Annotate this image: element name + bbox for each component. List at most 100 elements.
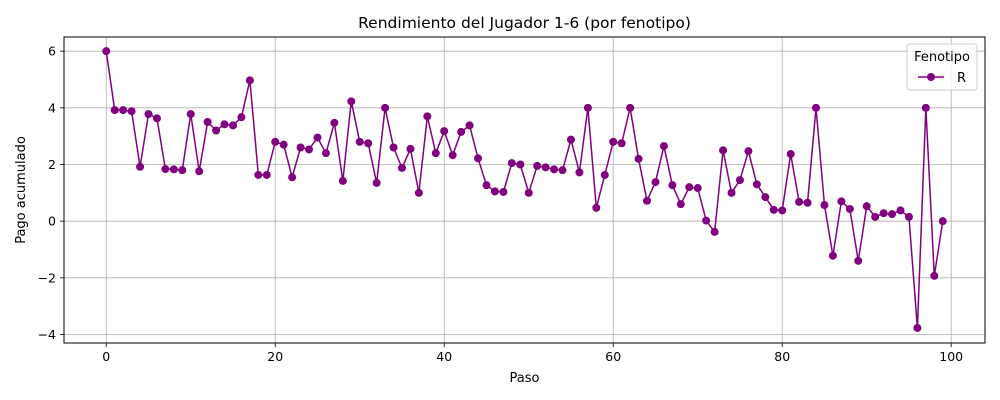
data-point [651, 178, 660, 187]
data-point [659, 142, 668, 151]
data-point [626, 103, 635, 112]
ticks: 0 20 40 60 80 100 −4 −2 0 2 4 6 [38, 44, 964, 364]
data-point [575, 168, 584, 177]
chart-title: Rendimiento del Jugador 1-6 (por fenotip… [358, 14, 691, 32]
data-point [879, 209, 888, 218]
x-tick-label: 100 [939, 349, 963, 364]
data-point [448, 151, 457, 160]
data-point [414, 188, 423, 197]
data-point [110, 106, 119, 115]
data-point [397, 163, 406, 172]
y-tick-label: −2 [38, 270, 56, 285]
data-point [702, 216, 711, 225]
data-point [566, 135, 575, 144]
data-point [592, 203, 601, 212]
data-point [837, 197, 846, 206]
data-point [820, 201, 829, 210]
x-tick-label: 60 [605, 349, 621, 364]
data-point [364, 139, 373, 148]
data-point [516, 160, 525, 169]
data-point [169, 165, 178, 174]
data-point [803, 198, 812, 207]
legend-series-marker [927, 73, 935, 81]
data-point [389, 143, 398, 152]
x-axis-label: Paso [510, 371, 540, 386]
x-tick-label: 40 [436, 349, 452, 364]
data-point [828, 251, 837, 260]
data-point [212, 126, 221, 135]
data-point [643, 196, 652, 205]
data-point [609, 137, 618, 146]
data-point [465, 121, 474, 130]
data-point [600, 170, 609, 179]
data-point [550, 165, 559, 174]
data-point [710, 227, 719, 236]
legend-box [906, 43, 978, 91]
data-point [871, 212, 880, 221]
data-point [457, 127, 466, 136]
data-point [288, 173, 297, 182]
data-point [338, 176, 347, 185]
data-point [786, 150, 795, 159]
data-point [440, 127, 449, 136]
data-point [769, 205, 778, 214]
data-point [161, 165, 170, 174]
data-point [617, 139, 626, 148]
y-tick-label: 6 [48, 44, 56, 59]
data-point [279, 140, 288, 149]
data-point [195, 167, 204, 176]
data-point [330, 118, 339, 127]
data-point [245, 76, 254, 85]
y-tick-label: 4 [48, 100, 56, 115]
legend: Fenotipo R [906, 43, 978, 91]
x-tick-label: 20 [267, 349, 283, 364]
data-point [296, 143, 305, 152]
data-point [203, 118, 212, 126]
data-point [752, 180, 761, 189]
data-point [507, 159, 516, 168]
data-point [921, 103, 930, 112]
data-point [262, 170, 271, 179]
data-point [685, 183, 694, 192]
data-point [372, 178, 381, 187]
data-point [321, 149, 330, 158]
data-point [719, 146, 728, 155]
data-point [735, 176, 744, 185]
data-point [355, 137, 364, 146]
x-tick-label: 80 [774, 349, 790, 364]
data-point [254, 170, 263, 179]
data-point [938, 217, 947, 226]
data-point [482, 181, 491, 190]
data-point [431, 149, 440, 158]
data-point [778, 206, 787, 215]
data-point [186, 110, 195, 119]
data-point [136, 162, 145, 171]
data-point [676, 200, 685, 209]
data-point [228, 121, 237, 130]
data-point [347, 97, 356, 106]
data-point [888, 210, 897, 219]
data-point [744, 147, 753, 156]
data-point [313, 133, 322, 142]
data-point [727, 188, 736, 197]
data-point [406, 144, 415, 153]
data-point [634, 154, 643, 163]
series-layer [102, 47, 947, 332]
data-point [533, 161, 542, 170]
data-point [490, 187, 499, 196]
data-point [152, 114, 161, 123]
data-point [812, 103, 821, 112]
data-point [305, 145, 314, 154]
legend-title: Fenotipo [914, 50, 970, 65]
data-point [913, 323, 922, 332]
data-point [558, 166, 567, 175]
data-point [127, 107, 136, 116]
y-tick-label: −4 [38, 327, 56, 342]
legend-series-label: R [957, 71, 966, 86]
data-point [583, 103, 592, 112]
data-point [795, 197, 804, 206]
data-point [854, 256, 863, 265]
data-point [862, 202, 871, 211]
